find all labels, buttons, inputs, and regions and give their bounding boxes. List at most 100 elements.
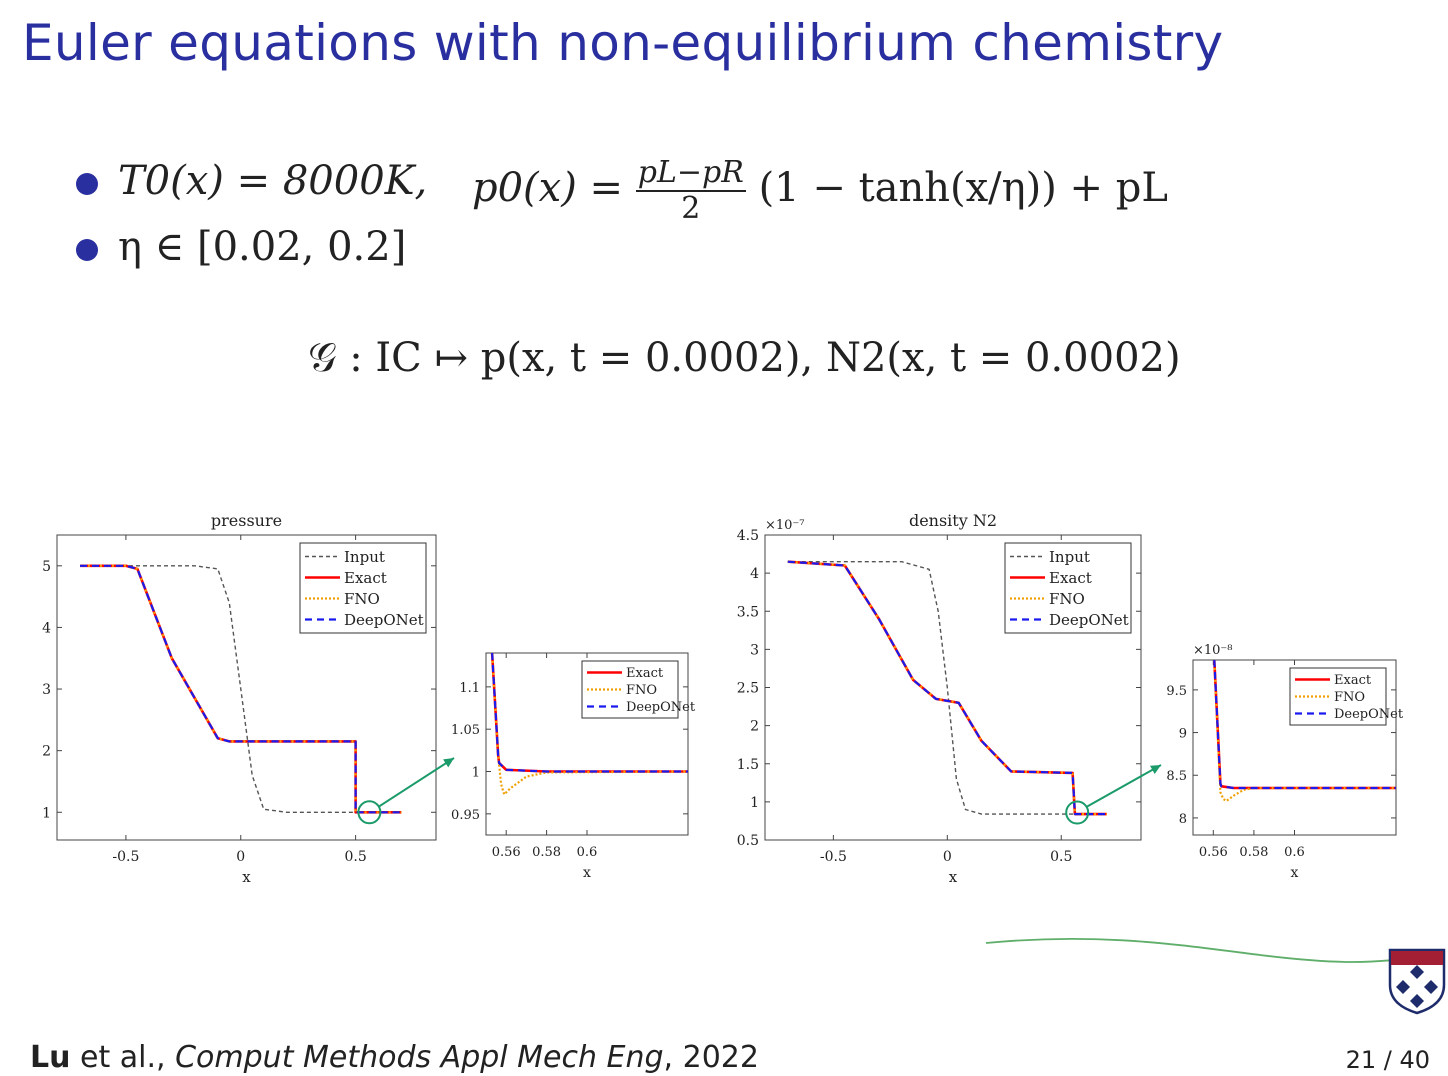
chart-4: 0.56 0.58 0.6 8 8.5 9 9.5 x ×10⁻⁸ Exact FNO DeepONe… bbox=[1166, 643, 1404, 881]
y-tick-label: 9.5 bbox=[1166, 684, 1187, 699]
legend-label-exact: Exact bbox=[344, 569, 387, 587]
university-shield-logo bbox=[1388, 948, 1446, 1015]
series-line-deeponet bbox=[1213, 660, 1396, 790]
legend-box bbox=[1004, 542, 1132, 634]
chart-1: -0.5 0 0.5 1 2 3 4 5 x pressure Input Exact FNO DeepO… bbox=[42, 511, 437, 886]
bullet-marker-1 bbox=[76, 173, 98, 195]
y-tick-label: 9 bbox=[1179, 727, 1187, 742]
shield-lozenge bbox=[1424, 980, 1438, 994]
pressure-rhs: (1 − tanh(x/η)) + pL bbox=[758, 165, 1168, 211]
operator-mapping-formula: 𝒢 : IC ↦ p(x, t = 0.0002), N2(x, t = 0.0… bbox=[308, 335, 1181, 381]
series-group bbox=[490, 653, 688, 796]
citation-author: Lu bbox=[30, 1040, 71, 1075]
shield-outline bbox=[1388, 948, 1446, 1015]
legend-label-fno: FNO bbox=[626, 683, 657, 698]
y-tick-label: 3 bbox=[42, 682, 51, 698]
legend-box bbox=[1289, 667, 1387, 726]
series-group bbox=[80, 564, 402, 814]
zoom-arrowhead bbox=[443, 758, 454, 768]
legend-label-input: Input bbox=[1049, 548, 1090, 566]
legend-label-deeponet: DeepONet bbox=[344, 611, 424, 629]
initial-temperature-formula: T0(x) = 8000K, bbox=[118, 158, 428, 204]
legend: Input Exact FNO DeepONet bbox=[1004, 542, 1132, 634]
zoom-circle bbox=[357, 800, 382, 825]
y-tick-label: 8.5 bbox=[1166, 769, 1187, 784]
initial-pressure-formula: p0(x) = pL−pR 2 (1 − tanh(x/η)) + pL bbox=[472, 158, 1168, 224]
legend: Input Exact FNO DeepONet bbox=[299, 542, 427, 634]
x-tick-label: 0.6 bbox=[1284, 845, 1305, 860]
x-tick-label: 0.58 bbox=[1239, 845, 1268, 860]
legend-label-fno: FNO bbox=[344, 590, 380, 608]
chart-2: 0.56 0.58 0.6 0.95 1 1.05 1.1 x Exact FNO DeepONet bbox=[451, 652, 696, 881]
legend-label-input: Input bbox=[344, 548, 385, 566]
series-line-deeponet bbox=[787, 560, 1107, 816]
series-line-deeponet bbox=[491, 653, 688, 773]
legend-box bbox=[581, 660, 679, 719]
chart-title: pressure bbox=[211, 511, 282, 530]
y-tick-label: 8 bbox=[1179, 812, 1187, 827]
y-tick-label: 4 bbox=[42, 620, 51, 636]
legend-label-deeponet: DeepONet bbox=[626, 700, 696, 715]
x-axis-label: x bbox=[242, 868, 251, 886]
y-tick-label: 4 bbox=[750, 566, 759, 582]
citation-journal: Comput Methods Appl Mech Eng bbox=[175, 1040, 664, 1075]
series-group bbox=[787, 560, 1107, 816]
x-tick-label: 0.56 bbox=[492, 845, 521, 860]
series-line-deeponet bbox=[80, 564, 402, 814]
chart-3: -0.5 0 0.5 0.5 1 1.5 2 2.5 3 3.5 4 4.5 x density N2 ×1… bbox=[737, 511, 1142, 886]
x-tick-label: 0 bbox=[943, 849, 952, 865]
x-tick-label: 0.5 bbox=[344, 849, 366, 865]
citation-etal: et al., bbox=[70, 1040, 176, 1075]
legend-label-exact: Exact bbox=[626, 666, 664, 681]
y-tick-label: 2 bbox=[42, 744, 51, 760]
zoom-arrowhead bbox=[1150, 765, 1161, 775]
y-tick-label: 1 bbox=[472, 766, 480, 781]
annotation-stroke bbox=[985, 937, 1396, 963]
y-tick-label: 1.05 bbox=[451, 723, 480, 738]
y-tick-label: 2 bbox=[750, 719, 759, 735]
x-axis-label: x bbox=[1291, 865, 1299, 881]
zoom-circle bbox=[1065, 800, 1090, 825]
x-tick-label: -0.5 bbox=[820, 849, 847, 865]
y-multiplier: ×10⁻⁷ bbox=[765, 518, 805, 533]
legend: Exact FNO DeepONet bbox=[581, 660, 696, 719]
citation-year: , 2022 bbox=[663, 1040, 759, 1075]
series-line-input bbox=[80, 565, 402, 813]
series-group bbox=[1213, 660, 1396, 803]
plot-frame bbox=[56, 534, 437, 841]
series-line-fno bbox=[787, 560, 1107, 816]
slide-title: Euler equations with non-equilibrium che… bbox=[22, 14, 1224, 72]
x-axis-label: x bbox=[949, 868, 958, 886]
zoom-arrow bbox=[378, 757, 455, 808]
y-tick-label: 0.5 bbox=[737, 833, 759, 849]
x-axis-label: x bbox=[583, 865, 591, 881]
page-number: 21 / 40 bbox=[1345, 1046, 1430, 1074]
legend-label-exact: Exact bbox=[1334, 673, 1372, 688]
y-tick-label: 1.1 bbox=[459, 681, 480, 696]
x-tick-label: 0.56 bbox=[1199, 845, 1228, 860]
legend-label-deeponet: DeepONet bbox=[1049, 611, 1129, 629]
legend-label-fno: FNO bbox=[1049, 590, 1085, 608]
y-tick-label: 3.5 bbox=[737, 604, 759, 620]
y-tick-label: 1 bbox=[42, 805, 51, 821]
chart-title: density N2 bbox=[909, 511, 997, 530]
y-multiplier: ×10⁻⁸ bbox=[1193, 643, 1233, 658]
y-tick-label: 4.5 bbox=[737, 528, 759, 544]
y-tick-label: 2.5 bbox=[737, 681, 759, 697]
y-tick-label: 1.5 bbox=[737, 757, 759, 773]
shield-lozenge bbox=[1410, 965, 1424, 979]
x-tick-label: 0.58 bbox=[532, 845, 561, 860]
y-tick-label: 1 bbox=[750, 795, 759, 811]
zoom-arrow bbox=[1086, 764, 1162, 808]
series-line-input bbox=[787, 561, 1107, 815]
citation: Lu et al., Comput Methods Appl Mech Eng,… bbox=[30, 1040, 759, 1075]
pressure-lhs: p0(x) = bbox=[472, 165, 624, 211]
x-tick-label: 0.5 bbox=[1050, 849, 1072, 865]
legend-box bbox=[299, 542, 427, 634]
y-tick-label: 5 bbox=[42, 559, 51, 575]
x-tick-label: 0 bbox=[236, 849, 245, 865]
legend: Exact FNO DeepONet bbox=[1289, 667, 1404, 726]
legend-label-fno: FNO bbox=[1334, 690, 1365, 705]
shield-lozenge bbox=[1396, 980, 1410, 994]
y-tick-label: 3 bbox=[750, 642, 759, 658]
